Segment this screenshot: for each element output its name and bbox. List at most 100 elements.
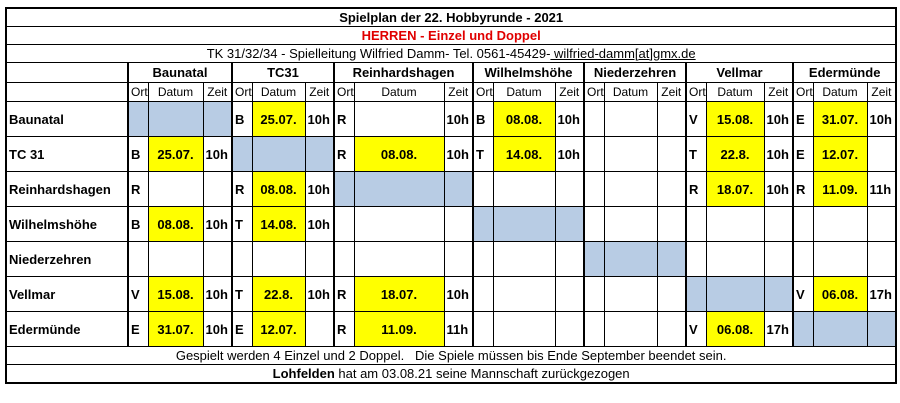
ort-cell: V	[685, 311, 707, 347]
zeit-cell	[202, 171, 233, 207]
zeit-cell: 10h	[763, 136, 794, 172]
team-row: Reinhardshagen R R 08.08. 10h R 18.07. 10h R 11.0…	[5, 171, 897, 207]
datum-cell: 08.08.	[492, 101, 556, 137]
datum-cell	[812, 311, 868, 347]
datum-cell	[492, 276, 556, 312]
zeit-cell: 10h	[554, 136, 585, 172]
zeit-cell	[763, 206, 794, 242]
zeit-cell: 17h	[866, 276, 897, 312]
datum-cell	[492, 171, 556, 207]
ort-cell: R	[333, 311, 355, 347]
subheader: Datum	[147, 82, 204, 102]
schedule-table: Spielplan der 22. Hobbyrunde - 2021 HERR…	[5, 7, 898, 384]
zeit-cell: 11h	[443, 311, 474, 347]
subheader: Ort	[333, 82, 355, 102]
datum-cell	[147, 101, 204, 137]
subheader: Zeit	[202, 82, 233, 102]
ort-cell: E	[231, 311, 253, 347]
row-team: Reinhardshagen	[5, 171, 129, 207]
zeit-cell: 10h	[202, 311, 233, 347]
ort-cell	[333, 206, 355, 242]
ort-cell	[472, 206, 494, 242]
zeit-cell	[554, 276, 585, 312]
withdrawn-text: hat am 03.08.21 seine Mannschaft zurückg…	[334, 366, 630, 381]
row-team: Baunatal	[5, 101, 129, 137]
ort-cell	[685, 241, 707, 277]
zeit-cell	[554, 241, 585, 277]
ort-cell	[333, 241, 355, 277]
zeit-cell	[656, 276, 687, 312]
team-row: Wilhelmshöhe B 08.08. 10h T 14.08. 10h	[5, 206, 897, 242]
team-header: Baunatal	[127, 62, 233, 83]
subheader: Zeit	[763, 82, 794, 102]
ort-cell	[231, 241, 253, 277]
zeit-cell	[656, 171, 687, 207]
ort-cell: R	[685, 171, 707, 207]
zeit-cell: 10h	[304, 276, 335, 312]
subheader: Zeit	[866, 82, 897, 102]
datum-cell	[603, 171, 658, 207]
ort-cell	[583, 101, 605, 137]
datum-cell: 22.8.	[705, 136, 765, 172]
subheader-row: Ort Datum Zeit Ort Datum Zeit Ort Datum Zeit Ort D…	[5, 82, 897, 102]
zeit-cell	[304, 311, 335, 347]
datum-cell	[147, 171, 204, 207]
ort-cell	[583, 171, 605, 207]
datum-cell	[705, 206, 765, 242]
datum-cell	[603, 136, 658, 172]
subheader: Datum	[603, 82, 658, 102]
subheader: Ort	[685, 82, 707, 102]
datum-cell	[705, 276, 765, 312]
subheader: Datum	[251, 82, 306, 102]
zeit-cell	[656, 206, 687, 242]
info-line: TK 31/32/34 - Spielleitung Wilfried Damm…	[5, 44, 897, 63]
datum-cell: 12.07.	[251, 311, 306, 347]
datum-cell: 31.07.	[812, 101, 868, 137]
zeit-cell	[554, 206, 585, 242]
ort-cell	[583, 206, 605, 242]
ort-cell	[583, 136, 605, 172]
subheader: Ort	[792, 82, 814, 102]
team-header: Wilhelmshöhe	[472, 62, 585, 83]
ort-cell: E	[792, 101, 814, 137]
datum-cell: 31.07.	[147, 311, 204, 347]
footer-note: Gespielt werden 4 Einzel und 2 Doppel. D…	[5, 346, 897, 365]
ort-cell: R	[333, 136, 355, 172]
ort-cell: V	[127, 276, 149, 312]
ort-cell	[685, 276, 707, 312]
ort-cell	[583, 276, 605, 312]
zeit-cell: 10h	[763, 101, 794, 137]
ort-cell: T	[685, 136, 707, 172]
title: Spielplan der 22. Hobbyrunde - 2021	[5, 7, 897, 27]
zeit-cell	[866, 136, 897, 172]
datum-cell: 15.08.	[705, 101, 765, 137]
zeit-cell: 11h	[866, 171, 897, 207]
ort-cell	[792, 206, 814, 242]
datum-cell	[492, 241, 556, 277]
datum-cell: 12.07.	[812, 136, 868, 172]
datum-cell: 08.08.	[353, 136, 445, 172]
zeit-cell	[443, 171, 474, 207]
zeit-cell	[202, 101, 233, 137]
datum-cell	[147, 241, 204, 277]
zeit-cell	[866, 311, 897, 347]
datum-cell	[603, 311, 658, 347]
ort-cell: B	[472, 101, 494, 137]
ort-cell	[472, 276, 494, 312]
subheader: Datum	[812, 82, 868, 102]
team-row: Niederzehren	[5, 241, 897, 277]
subheader: Ort	[583, 82, 605, 102]
subheader: Zeit	[304, 82, 335, 102]
datum-cell	[251, 241, 306, 277]
ort-cell: R	[333, 101, 355, 137]
datum-cell: 18.07.	[705, 171, 765, 207]
datum-cell	[492, 206, 556, 242]
datum-cell	[353, 171, 445, 207]
email[interactable]: wilfried-damm[at]gmx.de	[550, 46, 696, 61]
datum-cell	[353, 206, 445, 242]
ort-cell: R	[127, 171, 149, 207]
datum-cell: 18.07.	[353, 276, 445, 312]
zeit-cell	[656, 136, 687, 172]
subheader: Zeit	[443, 82, 474, 102]
subheader: Ort	[231, 82, 253, 102]
